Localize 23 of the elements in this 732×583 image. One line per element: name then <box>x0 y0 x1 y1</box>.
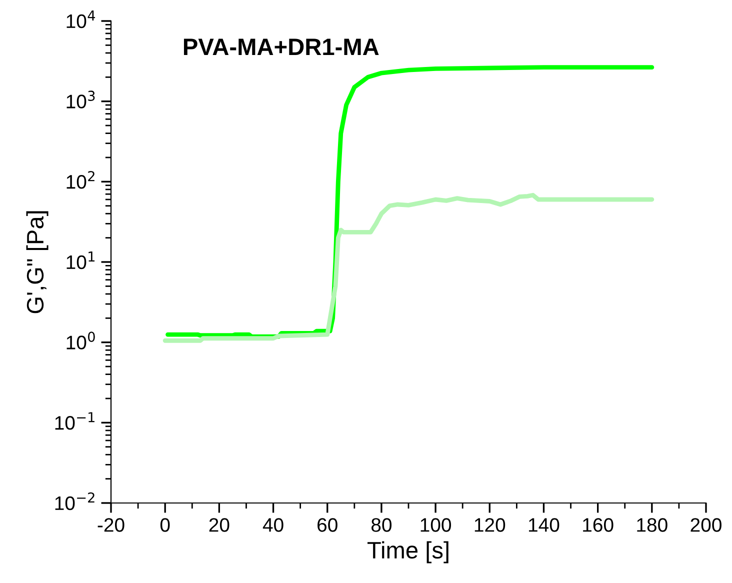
y-tick-label: 10$^{2}$ <box>66 171 94 189</box>
text: PVA-MA+DR1-MA <box>184 38 379 55</box>
x-tick-label: 160 <box>583 518 614 532</box>
x-tick-label: 60 <box>318 518 338 532</box>
x-tick-label: 120 <box>474 518 506 532</box>
x-axis-title: Time [s] <box>368 541 448 564</box>
y-axis-title: G',G" [Pa] <box>26 211 48 314</box>
x-tick-label: 80 <box>371 518 392 532</box>
x-tick-label: 200 <box>690 518 722 532</box>
y-tick-label: 10$^{1}$ <box>66 252 95 270</box>
line-series <box>162 192 654 343</box>
y-tick-label: 10$^{−2}$ <box>55 492 94 510</box>
y-tick-label: 10$^{0}$ <box>66 332 95 350</box>
x-tick-label: 20 <box>209 518 230 532</box>
y-tick-label: 10$^{3}$ <box>66 90 95 108</box>
x-tick-label: 140 <box>528 518 560 532</box>
y-tick-label: 10$^{−1}$ <box>55 412 94 430</box>
y-tick-label: 10$^{4}$ <box>66 10 96 28</box>
x-tick-label: -20 <box>98 518 124 532</box>
x-tick-label: 0 <box>160 518 170 532</box>
x-tick-label: 100 <box>420 518 452 532</box>
x-tick-label: 180 <box>637 518 668 532</box>
x-tick-label: 40 <box>262 518 284 532</box>
